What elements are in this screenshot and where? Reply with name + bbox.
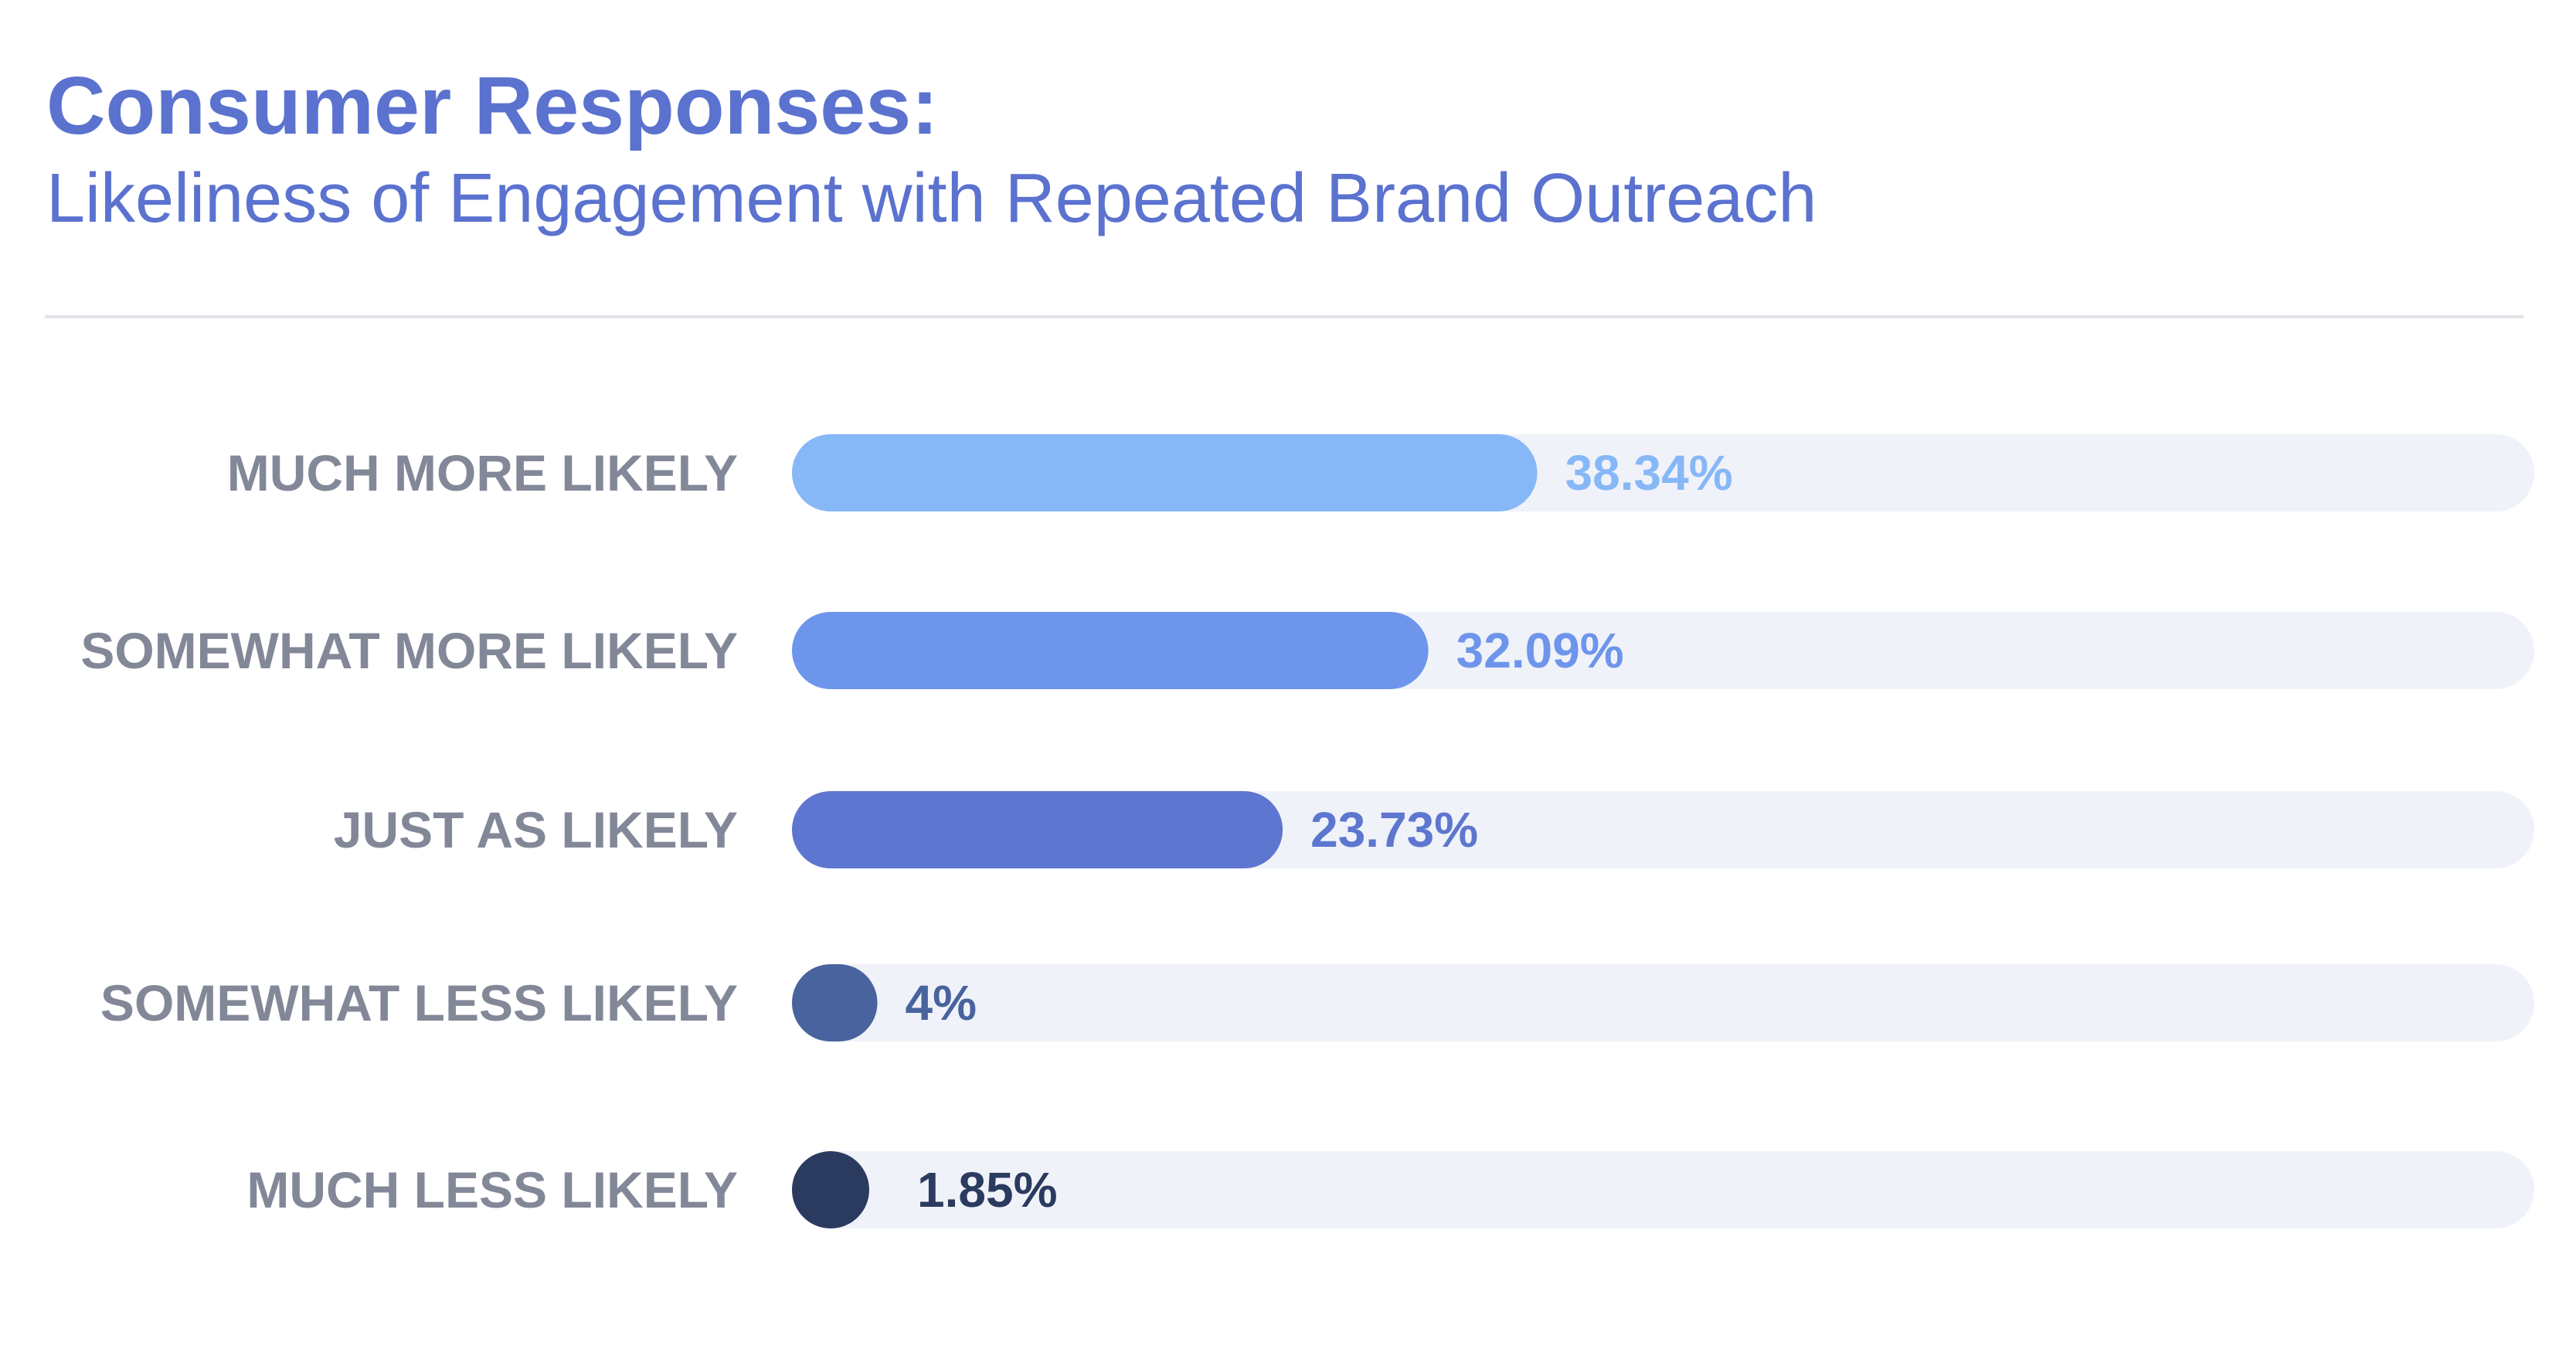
- chart-subtitle: Likeliness of Engagement with Repeated B…: [46, 160, 1817, 237]
- value-label: 32.09%: [1456, 623, 1624, 678]
- bar: [792, 964, 878, 1041]
- category-label: SOMEWHAT LESS LIKELY: [100, 974, 738, 1031]
- category-label: MUCH LESS LIKELY: [246, 1161, 738, 1218]
- bar: [792, 612, 1429, 689]
- bar-track: [792, 1151, 2534, 1228]
- bar: [792, 1151, 869, 1228]
- value-label: 38.34%: [1565, 445, 1733, 501]
- category-label: MUCH MORE LIKELY: [227, 444, 738, 501]
- bar: [792, 434, 1538, 511]
- header-divider: [45, 315, 2523, 318]
- value-label: 1.85%: [917, 1162, 1057, 1218]
- category-label: JUST AS LIKELY: [334, 801, 738, 858]
- value-label: 4%: [906, 975, 977, 1031]
- chart-title: Consumer Responses:: [46, 60, 939, 151]
- bar: [792, 791, 1283, 868]
- bar-track: [792, 964, 2534, 1041]
- category-label: SOMEWHAT MORE LIKELY: [80, 622, 738, 679]
- value-label: 23.73%: [1310, 802, 1478, 858]
